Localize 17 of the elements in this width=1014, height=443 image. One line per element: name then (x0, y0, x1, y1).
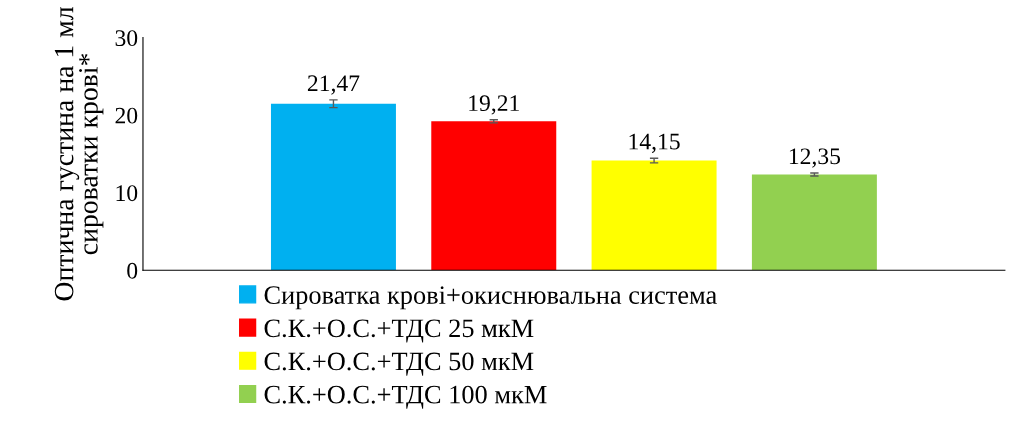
y-tick-label: 20 (115, 107, 138, 124)
bar (751, 174, 877, 271)
y-tick-label: 10 (116, 185, 138, 202)
bar (591, 160, 717, 271)
legend-label: С.К.+О.С.+ТДС 25 мкМ (264, 319, 534, 343)
y-tick-label: 30 (115, 30, 138, 47)
y-axis-title: Оптична густина на 1 мл сироватки крові* (54, 6, 104, 301)
data-label: 14,15 (629, 133, 680, 153)
legend-label: Сироватка крові+окиснювальна система (264, 286, 717, 310)
bar (270, 103, 396, 271)
data-label: 12,35 (789, 148, 841, 168)
data-label: 21,47 (307, 75, 360, 95)
legend-label: С.К.+О.С.+ТДС 50 мкМ (264, 352, 534, 376)
legend-label: С.К.+О.С.+ТДС 100 мкМ (264, 385, 547, 409)
data-label: 19,21 (469, 95, 519, 115)
y-tick-label: 0 (127, 262, 138, 279)
bar (431, 121, 557, 271)
